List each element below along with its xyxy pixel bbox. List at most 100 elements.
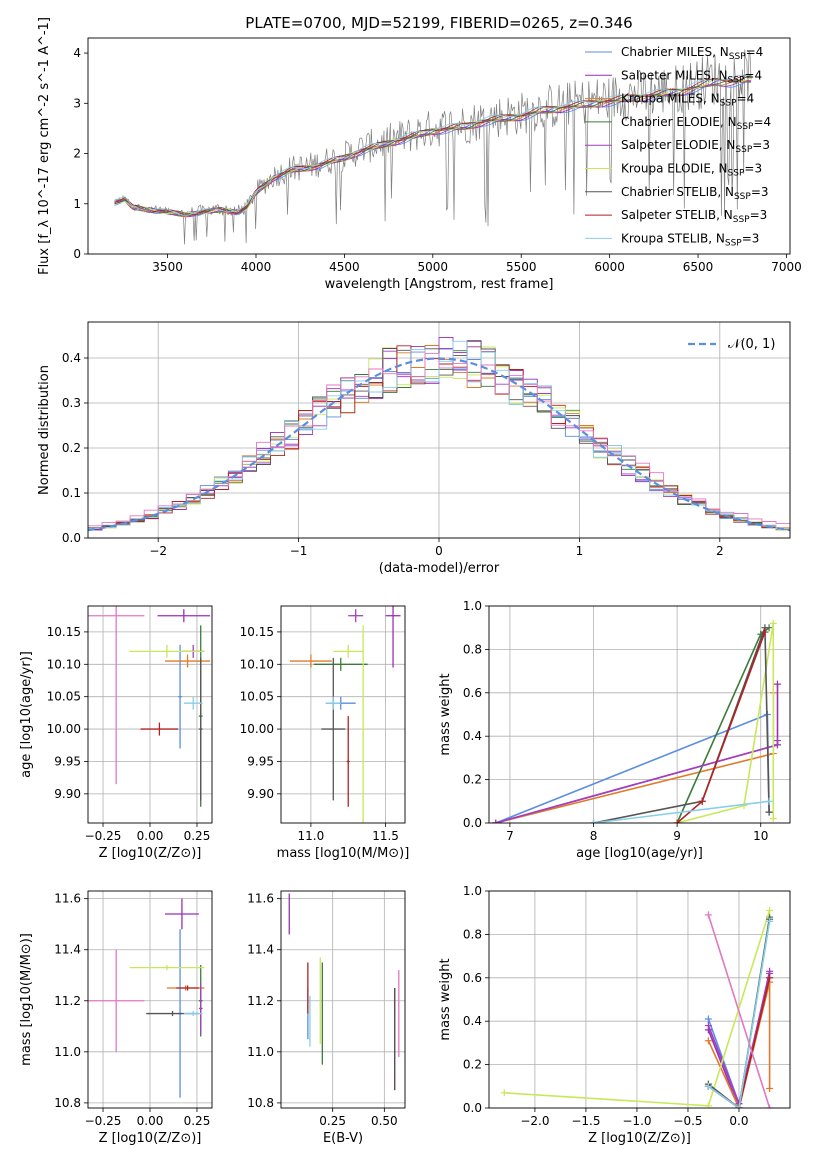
panels: 3500 4000 4500 5000 5500 6000 6500 7000 0 1 2 3 4 wav… [19, 17, 802, 1146]
legend-label: Salpeter STELIB, NSSP=3 [621, 208, 767, 225]
x-tick-label: −2 [149, 544, 167, 558]
x-tick-label: 7 [506, 829, 514, 843]
y-tick-label: 9.95 [54, 754, 81, 768]
x-tick-label: 2 [716, 544, 724, 558]
weight-line [707, 921, 771, 1108]
y-tick-label: 11.4 [247, 943, 274, 957]
weight-marker [735, 1104, 743, 1108]
y-tick-label: 10.8 [247, 1096, 274, 1110]
x-tick-label: 3500 [152, 260, 183, 274]
errorbar-point [183, 696, 203, 710]
x-axis-label: wavelength [Angstrom, rest frame] [325, 277, 554, 292]
y-tick-label: 0.6 [463, 971, 482, 985]
model-line-kroupa-elodie [114, 77, 752, 215]
axes-frame [488, 890, 791, 1109]
x-tick-label: −1.5 [571, 1114, 600, 1128]
plot-area [289, 606, 401, 823]
weight-marker [773, 680, 781, 688]
x-tick-label: 0.00 [137, 1114, 164, 1128]
weight-line [593, 627, 770, 823]
weight-marker [766, 1104, 774, 1108]
x-tick-label: 1 [576, 544, 584, 558]
errorbar-point [140, 722, 179, 736]
x-tick-label: −1 [290, 544, 308, 558]
errorbar-point [325, 696, 341, 710]
errorbar-point [198, 982, 203, 1034]
x-tick-label: 0.25 [184, 1114, 211, 1128]
x-tick-label: 11.5 [372, 829, 399, 843]
histogram-step [88, 353, 790, 527]
axes-frame [87, 37, 791, 255]
panel-weight-vs-age: 7 8 9 10 0.0 0.2 0.4 0.6 0.8 1.0 age [log10(age/yr… [438, 599, 791, 861]
spectrum-data-line [114, 49, 752, 245]
y-tick-label: 0.0 [62, 531, 81, 545]
legend-label: 𝒩(0, 1) [728, 337, 775, 352]
errorbar-point [88, 606, 145, 785]
x-tick-label: 4500 [329, 260, 360, 274]
weight-marker [766, 974, 774, 982]
x-tick-label: −0.25 [85, 1114, 122, 1128]
weight-marker [766, 1084, 774, 1092]
panel-spectrum: 3500 4000 4500 5000 5500 6000 6500 7000 0 1 2 3 4 wav… [37, 17, 802, 292]
x-tick-label: 0.25 [319, 1114, 346, 1128]
legend-label: Chabrier MILES, NSSP=4 [621, 45, 763, 62]
panel-mass-vs-Z: −0.25 0.00 0.25 10.8 11.0 11.2 11.4 11.6 Z [log1… [19, 890, 213, 1146]
y-tick-label: 10.8 [54, 1096, 81, 1110]
y-tick-label: 10.05 [240, 690, 274, 704]
panel-mass-vs-ebv: 0.25 0.50 10.8 11.0 11.2 11.4 11.6 E(B-V) [247, 890, 406, 1146]
plot-area [500, 907, 774, 1108]
x-tick-label: 4000 [241, 260, 272, 274]
x-tick-label: 7000 [771, 260, 802, 274]
x-tick-label: 10 [753, 829, 768, 843]
weight-line [495, 740, 779, 823]
y-tick-label: 0.3 [62, 396, 81, 410]
weight-marker [704, 1015, 712, 1023]
x-tick-label: 0.0 [729, 1114, 748, 1128]
x-tick-label: −0.5 [673, 1114, 702, 1128]
y-tick-label: 10.00 [47, 722, 81, 736]
y-tick-label: 11.0 [54, 1045, 81, 1059]
y-tick-label: 9.95 [247, 754, 274, 768]
plot-area [114, 49, 752, 245]
x-axis-label: age [log10(age/yr)] [576, 846, 703, 861]
errorbar-point [129, 644, 205, 658]
axes-frame [87, 605, 213, 824]
y-axis-label: age [log10(age/yr)] [19, 651, 34, 778]
y-tick-label: 0.2 [62, 441, 81, 455]
errorbar-point [361, 625, 365, 823]
y-tick-label: 10.00 [240, 722, 274, 736]
x-tick-label: −0.25 [85, 829, 122, 843]
x-tick-label: −2.0 [520, 1114, 549, 1128]
y-tick-label: 10.15 [47, 625, 81, 639]
y-tick-label: 11.6 [247, 892, 274, 906]
errorbar-point [183, 1010, 203, 1017]
weight-marker [761, 628, 769, 636]
y-tick-label: 10.05 [47, 690, 81, 704]
y-tick-label: 0.8 [463, 642, 482, 656]
x-tick-label: 8 [590, 829, 598, 843]
legend-label: Kroupa MILES, NSSP=4 [621, 92, 754, 109]
axes-frame [488, 605, 791, 824]
y-tick-label: 9.90 [54, 787, 81, 801]
weight-marker [765, 797, 773, 805]
errorbar-point [129, 965, 205, 971]
weight-marker [500, 1089, 508, 1097]
weight-marker [704, 1082, 712, 1090]
errorbar-point [88, 949, 145, 1052]
weight-marker [704, 1102, 712, 1108]
errorbar-point [178, 644, 182, 749]
errorbar-point [157, 609, 211, 623]
weight-marker [492, 819, 500, 823]
figure-title: PLATE=0700, MJD=52199, FIBERID=0265, z=0… [245, 14, 632, 32]
errorbar-point [313, 657, 368, 671]
y-axis-label: mass weight [438, 958, 453, 1040]
weight-marker [765, 808, 773, 816]
weight-line [676, 623, 775, 823]
x-tick-label: 0.25 [184, 829, 211, 843]
panel-age-vs-mass: 11.0 11.5 9.90 9.95 10.00 10.05 10.10 10.15 mass… [240, 605, 409, 861]
legend-label: Chabrier STELIB, NSSP=3 [621, 185, 769, 202]
weight-marker [740, 802, 748, 810]
x-tick-label: 0.00 [137, 829, 164, 843]
legend-label: Chabrier ELODIE, NSSP=4 [621, 115, 771, 132]
y-tick-label: 1 [73, 197, 81, 211]
